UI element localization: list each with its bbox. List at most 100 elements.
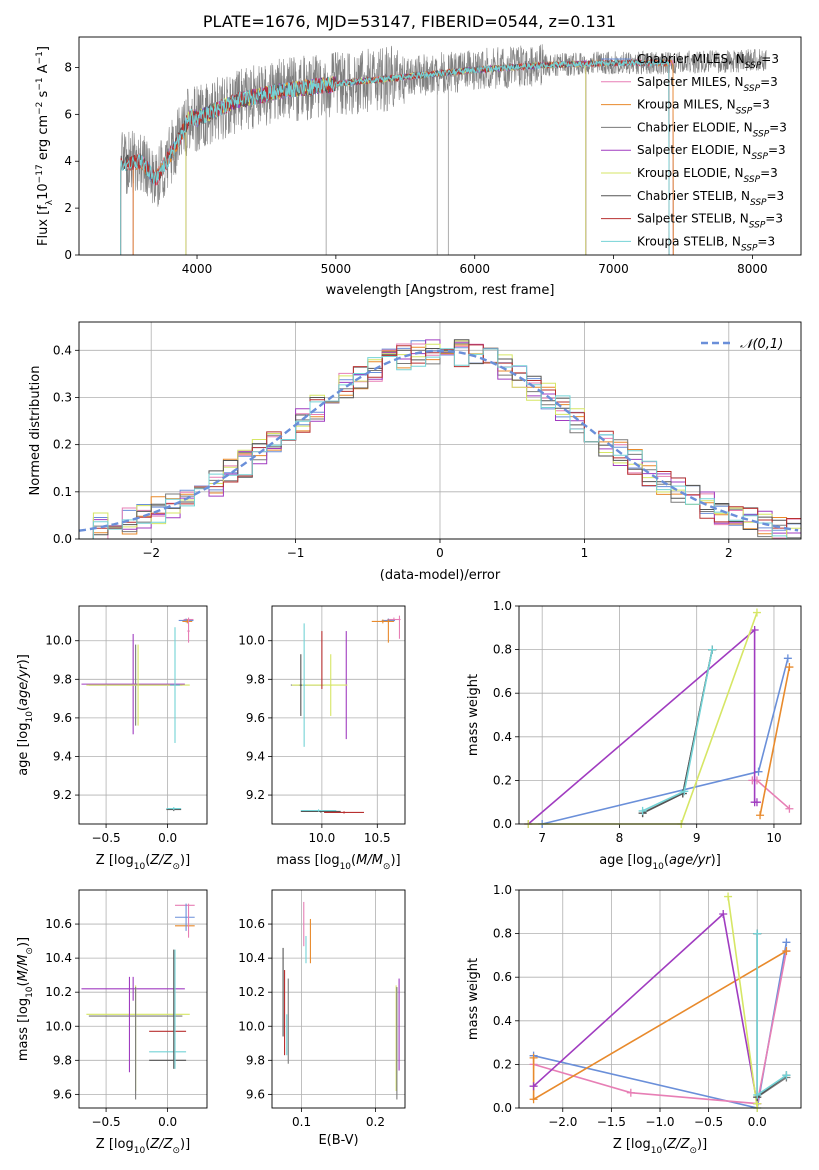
label-part: age/yr — [669, 853, 712, 868]
weight-marker — [724, 892, 733, 901]
x-axis-label: mass [log10(M/M⊙)] — [276, 853, 400, 872]
legend-label: 𝒩(0,1) — [740, 337, 783, 352]
label-part: SSP — [736, 107, 753, 117]
label-part: ( — [16, 981, 31, 986]
x-tick-label: 9 — [693, 831, 701, 845]
weight-line-kroupa_stelib — [642, 649, 713, 812]
x-axis-label: (data-model)/error — [380, 568, 501, 583]
label-part: ( — [662, 1137, 667, 1152]
y-tick-label: 1.0 — [493, 883, 512, 897]
x-tick-label: −0.5 — [92, 831, 121, 845]
y-tick-label: 0.4 — [493, 730, 512, 744]
label-part: SSP — [753, 129, 770, 139]
label-part: ⊙ — [25, 947, 35, 955]
y-axis-label: mass weight — [466, 674, 481, 756]
x-axis-label: age [log10(age/yr)] — [599, 853, 721, 872]
label-part: )] — [16, 937, 31, 947]
label-part: )] — [180, 1137, 190, 1152]
weight-line-kroupa_elodie — [727, 896, 759, 1109]
label-part: =3 — [761, 52, 779, 66]
y-tick-label: 0.0 — [53, 532, 72, 546]
x-tick-label: 0.0 — [158, 1115, 177, 1129]
label-part: )] — [180, 853, 190, 868]
legend-label: Salpeter MILES, NSSP=3 — [637, 75, 778, 94]
label-part: ( — [664, 853, 669, 868]
label-part: =3 — [767, 189, 785, 203]
label-part: Z/Z — [666, 1137, 690, 1152]
y-tick-label: 0.2 — [493, 773, 512, 787]
axes-frame — [78, 889, 208, 1109]
weight-marker — [719, 909, 728, 918]
legend-label: Chabrier STELIB, NSSP=3 — [637, 189, 784, 208]
weight-marker — [782, 947, 791, 956]
axes-age-weight — [515, 605, 801, 828]
label-part: −1 — [35, 51, 45, 64]
y-tick-label: 9.8 — [53, 1053, 72, 1067]
x-axis-label: E(B-V) — [318, 1133, 358, 1148]
label-part: s — [36, 90, 51, 101]
x-axis-label: Z [log10(Z/Z⊙)] — [96, 853, 190, 872]
label-part: )] — [711, 853, 721, 868]
label-part: Kroupa ELODIE, N — [637, 166, 744, 180]
weight-line-salpeter_miles — [533, 950, 788, 1105]
label-part: −1 — [35, 77, 45, 90]
label-part: log — [114, 1137, 134, 1152]
y-tick-label: 0.4 — [493, 1014, 512, 1028]
y-axis-label: age [log10(age/yr)] — [16, 654, 35, 776]
axes-frame — [271, 605, 406, 825]
weight-marker — [756, 811, 765, 820]
x-tick-label: 6000 — [459, 262, 490, 276]
weight-line-kroupa_elodie — [528, 612, 758, 825]
x-tick-label: 5000 — [321, 262, 352, 276]
weight-marker — [680, 787, 689, 796]
label-part: ⊙ — [172, 1146, 180, 1156]
residual-histogram-kroupa_stelib — [79, 348, 801, 539]
label-part: ( — [351, 853, 356, 868]
y-tick-label: 9.4 — [53, 749, 72, 763]
label-part: )] — [697, 1137, 707, 1152]
weight-marker — [752, 608, 761, 617]
axes-Z-weight — [515, 889, 801, 1112]
label-part: mass [log — [276, 853, 339, 868]
weight-marker — [783, 654, 792, 663]
weight-line-chabrier_stelib — [756, 933, 787, 1099]
label-part: SSP — [745, 61, 762, 71]
x-tick-label: 7 — [538, 831, 546, 845]
y-tick-label: 9.2 — [246, 788, 265, 802]
y-tick-label: 0.6 — [493, 970, 512, 984]
weight-marker — [638, 806, 647, 815]
x-tick-label: −1.5 — [597, 1115, 626, 1129]
label-part: Z/Z — [149, 853, 173, 868]
y-tick-label: 10.2 — [45, 985, 72, 999]
x-tick-label: 0.1 — [292, 1115, 311, 1129]
label-part: age [log — [599, 853, 652, 868]
weight-line-chabrier_miles — [542, 658, 789, 825]
y-tick-label: 2 — [64, 201, 72, 215]
label-part: Z [ — [96, 1137, 114, 1152]
legend-label: Kroupa STELIB, NSSP=3 — [637, 234, 775, 253]
label-part: =3 — [765, 212, 783, 226]
label-part: 10 — [340, 862, 352, 872]
y-tick-label: 10.2 — [238, 985, 265, 999]
legend-label: Salpeter STELIB, NSSP=3 — [637, 212, 783, 231]
label-part: Flux [f — [36, 205, 51, 246]
weight-line-salpeter_miles — [752, 779, 790, 810]
label-part: M/M — [16, 955, 31, 982]
label-part: SSP — [750, 198, 767, 208]
axes-frame — [78, 36, 802, 256]
weight-line-chabrier_stelib — [642, 649, 713, 814]
y-tick-label: 10.6 — [45, 917, 72, 931]
label-part: =3 — [757, 234, 775, 248]
x-tick-label: −0.5 — [92, 1115, 121, 1129]
y-tick-label: 9.8 — [246, 672, 265, 686]
label-part: 10 — [25, 986, 35, 998]
y-tick-label: 10.4 — [238, 951, 265, 965]
label-part: ( — [145, 1137, 150, 1152]
y-tick-label: 0.8 — [493, 927, 512, 941]
label-part: Chabrier STELIB, N — [637, 189, 750, 203]
label-part: Chabrier ELODIE, N — [637, 120, 753, 134]
y-tick-label: 0.1 — [53, 485, 72, 499]
label-part: age [log — [16, 723, 31, 776]
weight-marker — [529, 1053, 538, 1062]
weight-marker — [626, 1088, 635, 1097]
